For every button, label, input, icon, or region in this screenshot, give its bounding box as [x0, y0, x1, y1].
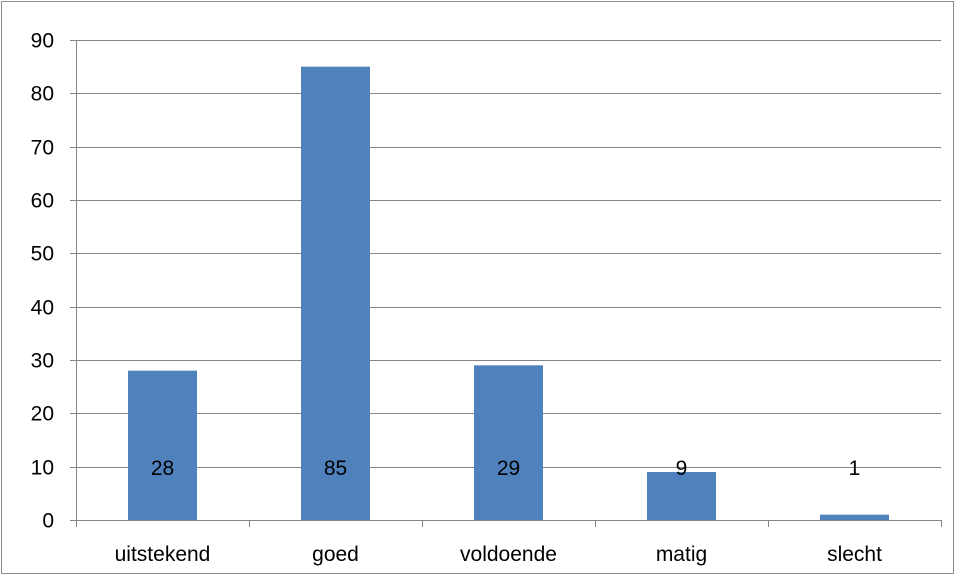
bar-value-label: 85: [324, 457, 347, 480]
y-tick-label: 50: [31, 243, 54, 266]
x-category-label: uitstekend: [115, 543, 211, 566]
bar: [128, 370, 197, 520]
data-labels: 28 85 29 9 1: [151, 457, 861, 480]
y-tick-label: 20: [31, 403, 54, 426]
bar-value-label: 1: [849, 457, 861, 480]
y-tick-label: 90: [31, 30, 54, 53]
bar: [474, 365, 543, 520]
y-tick-label: 60: [31, 190, 54, 213]
y-tick-label: 70: [31, 137, 54, 160]
y-tick-labels: 0 10 20 30 40 50 60 70 80 90: [31, 30, 54, 533]
y-tick-label: 80: [31, 83, 54, 106]
gridlines: [76, 40, 941, 468]
y-tick-label: 0: [42, 510, 54, 533]
bar-value-label: 29: [497, 457, 520, 480]
bar: [820, 514, 889, 520]
x-category-labels: uitstekend goed voldoende matig slecht: [115, 543, 882, 566]
axes: [70, 40, 942, 527]
bar: [301, 66, 370, 521]
x-category-label: goed: [312, 543, 359, 566]
bar: [647, 472, 716, 520]
y-tick-label: 30: [31, 350, 54, 373]
bars: [128, 66, 889, 521]
x-category-label: voldoende: [460, 543, 557, 566]
bar-value-label: 28: [151, 457, 174, 480]
y-tick-label: 40: [31, 297, 54, 320]
x-category-label: slecht: [827, 543, 882, 566]
x-category-label: matig: [656, 543, 707, 566]
y-tick-label: 10: [31, 457, 54, 480]
bar-value-label: 9: [676, 457, 688, 480]
